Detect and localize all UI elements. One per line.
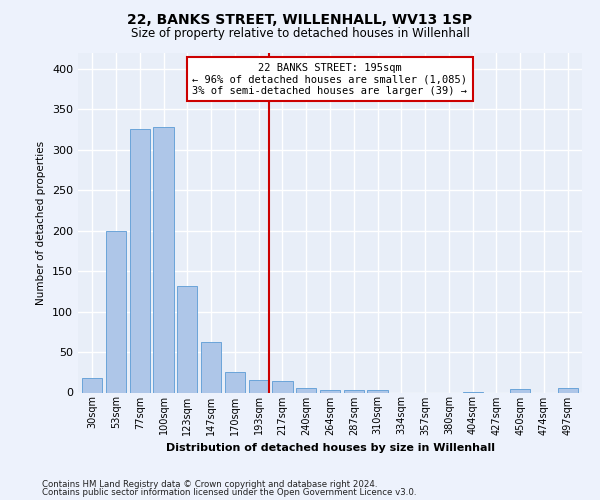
- Bar: [296, 388, 316, 392]
- Bar: [320, 390, 340, 392]
- Bar: [272, 381, 293, 392]
- Text: Contains public sector information licensed under the Open Government Licence v3: Contains public sector information licen…: [42, 488, 416, 497]
- Text: Size of property relative to detached houses in Willenhall: Size of property relative to detached ho…: [131, 28, 469, 40]
- Bar: [177, 286, 197, 393]
- Bar: [106, 230, 126, 392]
- Bar: [82, 378, 103, 392]
- Bar: [130, 130, 150, 392]
- Bar: [510, 390, 530, 392]
- Y-axis label: Number of detached properties: Number of detached properties: [37, 140, 46, 304]
- Text: 22 BANKS STREET: 195sqm
← 96% of detached houses are smaller (1,085)
3% of semi-: 22 BANKS STREET: 195sqm ← 96% of detache…: [193, 62, 467, 96]
- Text: 22, BANKS STREET, WILLENHALL, WV13 1SP: 22, BANKS STREET, WILLENHALL, WV13 1SP: [127, 12, 473, 26]
- Bar: [154, 127, 173, 392]
- Bar: [557, 388, 578, 392]
- Bar: [225, 372, 245, 392]
- Bar: [367, 390, 388, 392]
- Text: Contains HM Land Registry data © Crown copyright and database right 2024.: Contains HM Land Registry data © Crown c…: [42, 480, 377, 489]
- Bar: [344, 390, 364, 392]
- X-axis label: Distribution of detached houses by size in Willenhall: Distribution of detached houses by size …: [166, 443, 494, 453]
- Bar: [248, 380, 269, 392]
- Bar: [201, 342, 221, 392]
